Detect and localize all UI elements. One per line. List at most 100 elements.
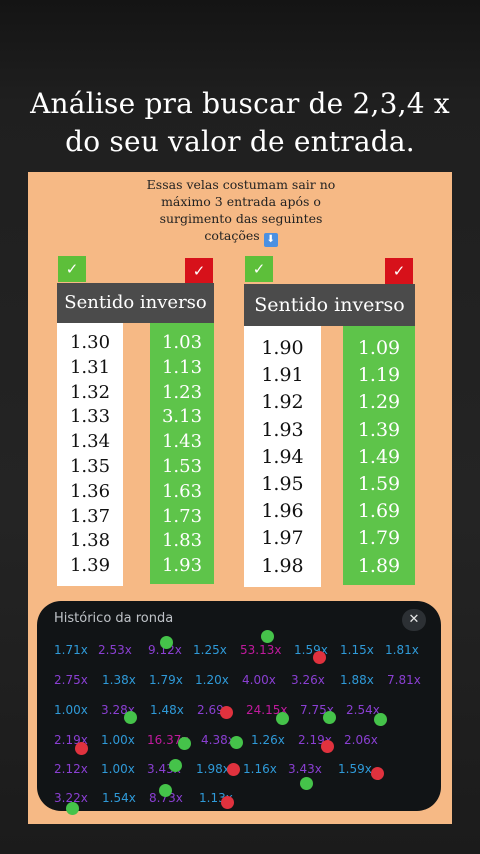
history-multiplier: 53.13x	[240, 643, 282, 657]
history-multiplier: 1.81x	[385, 643, 419, 657]
history-multiplier: 1.98x	[196, 762, 230, 776]
history-multiplier: 4.38x	[201, 733, 235, 747]
right-white-value: 1.98	[261, 554, 304, 577]
right-green-value: 1.49	[357, 445, 401, 468]
left-table-header: Sentido inverso	[57, 283, 214, 323]
left-white-value: 1.36	[69, 480, 111, 502]
headline-line-2: do seu valor de entrada.	[65, 125, 415, 158]
right-green-value: 1.09	[357, 337, 401, 359]
right-green-value: 1.19	[357, 364, 401, 387]
left-white-column: 1.30 1.31 1.32 1.33 1.34 1.35 1.36 1.37 1.38 1.39	[57, 323, 123, 586]
history-multiplier: 4.00x	[242, 673, 276, 687]
left-green-value: 1.93	[161, 555, 203, 577]
history-multiplier: 1.48x	[150, 703, 184, 717]
history-multiplier: 3.26x	[291, 673, 325, 687]
history-multiplier: 1.38x	[102, 673, 136, 687]
red-dot-marker	[313, 651, 326, 664]
left-green-value: 1.23	[161, 381, 203, 403]
left-white-value: 1.33	[69, 406, 111, 428]
history-multiplier: 3.22x	[54, 791, 88, 805]
check-icon: ✓	[58, 256, 86, 282]
left-green-value: 1.53	[161, 455, 203, 477]
history-multiplier: 2.54x	[346, 703, 380, 717]
red-dot-marker	[221, 796, 234, 809]
history-multiplier: 2.06x	[344, 733, 378, 747]
right-white-value: 1.95	[261, 473, 304, 496]
history-multiplier: 2.75x	[54, 673, 88, 687]
left-green-value: 1.83	[161, 530, 203, 552]
history-multiplier: 1.00x	[101, 733, 135, 747]
cross-check-icon: ✓	[185, 258, 213, 284]
history-multiplier: 1.88x	[340, 673, 374, 687]
history-title: Histórico da ronda	[54, 611, 174, 626]
green-dot-marker	[66, 802, 79, 815]
check-icon: ✓	[245, 256, 273, 282]
history-multiplier: 1.25x	[193, 643, 227, 657]
right-green-value: 1.59	[357, 473, 401, 496]
subnote: Essas velas costumam sair no máximo 3 en…	[130, 176, 352, 247]
left-white-value: 1.37	[69, 505, 111, 527]
headline-line-1: Análise pra buscar de 2,3,4 x	[30, 87, 450, 120]
green-dot-marker	[261, 630, 274, 643]
green-dot-marker	[159, 784, 172, 797]
right-green-value: 1.39	[357, 418, 401, 441]
left-green-value: 1.63	[161, 480, 203, 502]
left-green-value: 1.43	[161, 431, 203, 453]
history-multiplier: 7.81x	[387, 673, 421, 687]
history-multiplier: 1.54x	[102, 791, 136, 805]
green-dot-marker	[160, 636, 173, 649]
left-green-value: 3.13	[161, 406, 203, 428]
green-dot-marker	[230, 736, 243, 749]
left-white-value: 1.31	[69, 356, 111, 378]
right-green-value: 1.69	[357, 500, 401, 523]
red-dot-marker	[321, 740, 334, 753]
red-dot-marker	[371, 767, 384, 780]
green-dot-marker	[374, 713, 387, 726]
right-white-value: 1.91	[261, 364, 304, 387]
history-multiplier: 1.20x	[195, 673, 229, 687]
green-dot-marker	[323, 711, 336, 724]
green-dot-marker	[124, 711, 137, 724]
headline: Análise pra buscar de 2,3,4 x do seu val…	[20, 85, 460, 161]
left-white-value: 1.38	[69, 530, 111, 552]
right-green-value: 1.89	[357, 554, 401, 577]
green-dot-marker	[178, 737, 191, 750]
red-dot-marker	[227, 763, 240, 776]
left-green-column: 1.03 1.13 1.23 3.13 1.43 1.53 1.63 1.73 1.83 1.93	[150, 323, 214, 584]
right-white-value: 1.96	[261, 500, 304, 523]
right-green-column: 1.09 1.19 1.29 1.39 1.49 1.59 1.69 1.79 1.89	[343, 326, 415, 585]
right-white-value: 1.94	[261, 445, 304, 468]
history-multiplier: 9.12x	[148, 643, 182, 657]
left-green-value: 1.03	[161, 332, 203, 353]
left-green-value: 1.73	[161, 505, 203, 527]
history-multiplier: 1.15x	[340, 643, 374, 657]
subnote-text: Essas velas costumam sair no máximo 3 en…	[146, 177, 336, 243]
right-green-value: 1.79	[357, 527, 401, 550]
down-arrow-icon: ⬇	[263, 233, 278, 247]
right-white-value: 1.93	[261, 418, 304, 441]
green-dot-marker	[300, 777, 313, 790]
history-multiplier: 1.00x	[101, 762, 135, 776]
left-white-value: 1.39	[69, 555, 111, 577]
left-white-value: 1.34	[69, 431, 111, 453]
history-multiplier: 1.59x	[338, 762, 372, 776]
left-white-value: 1.30	[69, 332, 111, 353]
close-icon[interactable]: ✕	[402, 609, 426, 631]
right-table-header: Sentido inverso	[244, 284, 415, 326]
left-green-value: 1.13	[161, 356, 203, 378]
right-white-value: 1.97	[261, 527, 304, 550]
history-multiplier: 2.12x	[54, 762, 88, 776]
history-multiplier: 3.43x	[288, 762, 322, 776]
cross-check-icon: ✓	[385, 258, 413, 284]
right-white-value: 1.90	[261, 337, 304, 359]
history-multiplier: 1.00x	[54, 703, 88, 717]
history-multiplier: 1.71x	[54, 643, 88, 657]
green-dot-marker	[276, 712, 289, 725]
right-white-column: 1.90 1.91 1.92 1.93 1.94 1.95 1.96 1.97 1.98	[244, 326, 321, 587]
round-history-card	[37, 601, 441, 811]
history-multiplier: 8.73x	[149, 791, 183, 805]
right-green-value: 1.29	[357, 391, 401, 414]
left-white-value: 1.35	[69, 455, 111, 477]
right-white-value: 1.92	[261, 391, 304, 414]
red-dot-marker	[75, 742, 88, 755]
